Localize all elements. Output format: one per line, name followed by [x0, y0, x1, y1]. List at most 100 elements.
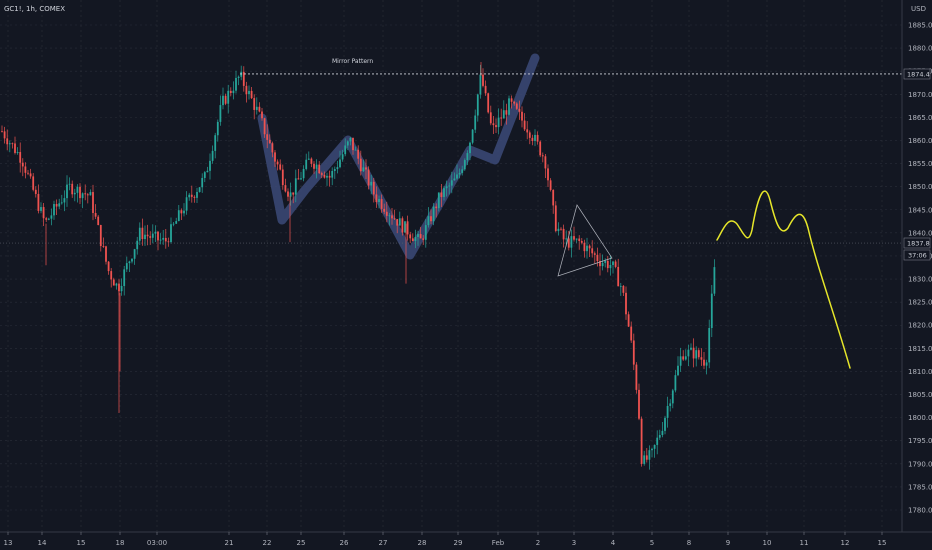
candle-body — [224, 95, 227, 104]
candle-body — [250, 90, 253, 99]
time-tick-label: 14 — [38, 539, 47, 547]
candle-body — [276, 161, 279, 165]
candle-body — [435, 206, 438, 209]
candle-body — [684, 356, 687, 360]
candle-body — [227, 90, 230, 104]
candle-body — [687, 349, 690, 357]
svg-text:1874.4: 1874.4 — [907, 71, 930, 79]
candle-body — [653, 444, 656, 449]
candle-body — [107, 261, 110, 272]
candlestick-series — [1, 61, 716, 470]
candle-body — [406, 221, 409, 235]
candle-body — [118, 283, 120, 292]
candle-body — [235, 77, 237, 91]
time-tick-label: 25 — [297, 539, 306, 547]
candle-body — [471, 129, 474, 143]
candle-body — [461, 169, 464, 173]
price-tick-label: 1790.0 — [908, 460, 932, 468]
candle-body — [430, 216, 432, 222]
candle-body — [110, 271, 113, 280]
time-axis[interactable]: 13 14 15 18 03:00 21 22 25 26 27 28 29 Feb 2 3 4 5 8 9 10 11… — [4, 532, 887, 547]
candle-body — [154, 231, 157, 234]
candle-body — [76, 186, 79, 193]
candle-body — [144, 234, 146, 240]
candle-body — [692, 347, 695, 359]
candle-body — [188, 194, 191, 198]
candle-body — [437, 192, 440, 209]
candle-body — [112, 279, 115, 286]
candle-body — [211, 150, 214, 161]
candle-body — [248, 90, 250, 95]
candle-body — [409, 234, 412, 239]
candle-body — [279, 164, 282, 170]
candle-body — [190, 194, 193, 197]
price-tick-label: 1865.0 — [908, 114, 932, 122]
time-tick-label: 9 — [726, 539, 730, 547]
candle-body — [53, 204, 55, 216]
svg-text:1837.8: 1837.8 — [907, 240, 930, 248]
candle-body — [523, 120, 526, 130]
candle-body — [370, 181, 373, 186]
symbol-legend[interactable]: GC1!, 1h, COMEX — [4, 5, 65, 13]
candle-body — [331, 170, 334, 178]
candle-body — [242, 71, 245, 86]
candle-body — [562, 228, 565, 240]
candle-body — [627, 314, 630, 327]
candle-body — [6, 138, 9, 145]
candle-body — [21, 162, 24, 167]
candle-body — [638, 389, 640, 419]
candle-body — [544, 156, 547, 169]
candle-body — [635, 364, 638, 390]
candle-body — [614, 261, 617, 267]
time-tick-label: 15 — [878, 539, 887, 547]
candle-body — [37, 193, 40, 211]
candle-body — [643, 455, 646, 464]
candle-body — [284, 185, 287, 192]
candle-body — [27, 172, 29, 174]
candle-body — [310, 158, 313, 164]
candle-body — [396, 219, 399, 226]
candle-body — [515, 103, 518, 109]
time-tick-label: 29 — [454, 539, 463, 547]
candle-body — [398, 218, 401, 226]
candle-body — [255, 106, 258, 110]
candle-body — [183, 210, 185, 214]
projection-curve[interactable] — [716, 190, 851, 369]
candle-body — [352, 137, 354, 151]
candle-body — [469, 142, 471, 154]
triangle-pattern[interactable] — [557, 204, 613, 277]
candle-body — [705, 362, 708, 366]
candle-body — [708, 328, 711, 363]
candle-body — [294, 178, 297, 195]
time-tick-label: 4 — [611, 539, 616, 547]
candle-body — [432, 206, 435, 222]
candle-body — [541, 155, 544, 157]
candle-body — [630, 326, 633, 341]
price-tick-label: 1795.0 — [908, 437, 932, 445]
candle-body — [354, 149, 357, 151]
candle-body — [599, 261, 601, 267]
candle-body — [320, 173, 323, 175]
candle-body — [510, 98, 513, 102]
candle-body — [159, 239, 162, 241]
candle-body — [518, 108, 521, 112]
candle-body — [479, 74, 482, 95]
candle-body — [146, 234, 149, 237]
candle-body — [362, 167, 365, 172]
candle-body — [383, 208, 386, 212]
time-tick-label: 13 — [4, 539, 13, 547]
candle-body — [297, 178, 300, 180]
time-tick-label: 28 — [418, 539, 427, 547]
candle-body — [170, 224, 172, 243]
candle-body — [261, 111, 263, 119]
candle-body — [274, 152, 276, 162]
candle-body — [619, 285, 622, 287]
candle-body — [651, 448, 653, 451]
candle-body — [606, 260, 609, 269]
candle-body — [404, 221, 406, 233]
chart-grid — [0, 0, 902, 532]
candle-body — [604, 260, 607, 263]
candle-body — [214, 135, 217, 151]
